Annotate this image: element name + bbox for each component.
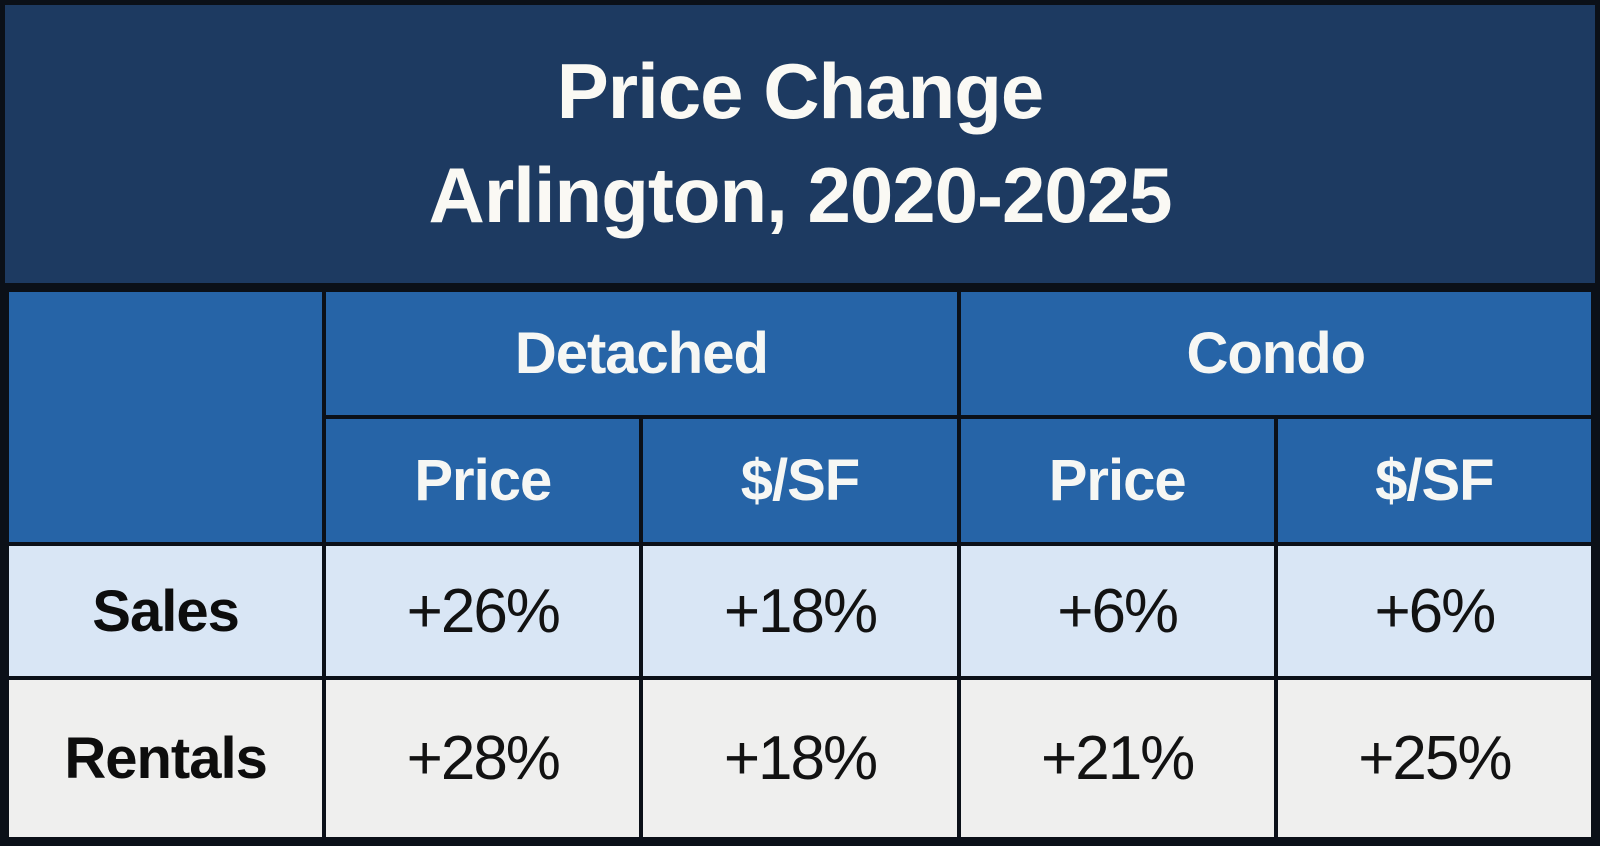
title-line-1: Price Change — [556, 47, 1045, 136]
title-line-2: Arlington, 2020-2025 — [428, 151, 1173, 239]
sub-header-condo-ppsf: $/SF — [1273, 415, 1595, 546]
rentals-detached-ppsf: +18% — [639, 676, 961, 841]
sub-header-condo-price: Price — [956, 415, 1278, 546]
corner-cell — [5, 288, 327, 546]
rentals-detached-price: +28% — [322, 676, 644, 841]
sub-header-detached-ppsf: $/SF — [639, 415, 961, 546]
sub-header-row: Price $/SF Price $/SF — [7, 415, 1595, 546]
group-header-detached: Detached — [322, 288, 961, 419]
group-header-condo: Condo — [956, 288, 1595, 419]
table-row-rentals: Rentals +28% +18% +21% +25% — [5, 676, 1595, 841]
row-label-sales: Sales — [5, 542, 327, 680]
rentals-condo-ppsf: +25% — [1273, 676, 1595, 841]
group-header-row: Detached Condo — [5, 288, 1595, 546]
sales-detached-price: +26% — [322, 542, 644, 680]
sales-detached-ppsf: +18% — [639, 542, 961, 680]
rentals-condo-price: +21% — [956, 676, 1278, 841]
price-change-grid: Detached Condo Price $/SF Price $/SF Sal… — [5, 288, 1595, 841]
table-row-sales: Sales +26% +18% +6% +6% — [5, 542, 1595, 680]
row-label-rentals: Rentals — [5, 676, 327, 841]
table-title: Price Change Arlington, 2020-2025 — [5, 5, 1595, 288]
sales-condo-ppsf: +6% — [1273, 542, 1595, 680]
sales-condo-price: +6% — [956, 542, 1278, 680]
sub-header-detached-price: Price — [322, 415, 644, 546]
